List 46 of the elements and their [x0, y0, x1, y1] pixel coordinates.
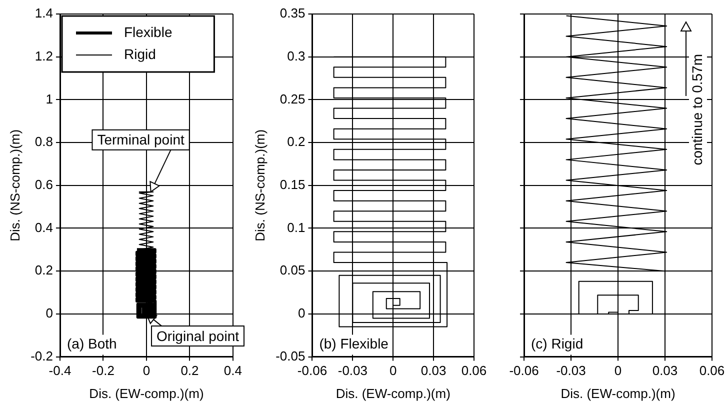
- legend-label: Flexible: [124, 24, 172, 40]
- y-tick-label: 0.2: [287, 134, 306, 150]
- annotation: continue to 0.57m: [688, 54, 705, 166]
- y-axis-title: Dis. (NS-comp.)(m): [7, 129, 22, 242]
- x-tick-label: 0: [614, 363, 622, 378]
- x-tick-label: -0.03: [338, 363, 368, 378]
- y-tick-label: 0.6: [34, 176, 53, 192]
- y-tick-label: 1.2: [34, 48, 53, 64]
- y-tick-label: 0.25: [280, 91, 306, 106]
- y-tick-label: 0.15: [280, 176, 306, 192]
- x-tick-label: -0.4: [48, 363, 72, 378]
- legend-label: Rigid: [124, 46, 156, 62]
- y-tick-label: 1.4: [34, 6, 53, 21]
- x-tick-label: 0: [142, 363, 150, 378]
- x-axis-title: Dis. (EW-comp.)(m): [336, 386, 450, 401]
- x-axis-title: Dis. (EW-comp.)(m): [560, 386, 676, 401]
- annotation: (a) Both: [67, 336, 117, 352]
- annotation: (b) Flexible: [319, 336, 389, 352]
- y-tick-label: 0.2: [34, 262, 53, 278]
- annotation: Terminal point: [97, 132, 184, 148]
- y-axis-title: Dis. (NS-comp.)(m): [252, 129, 268, 242]
- x-axis-title: Dis. (EW-comp.)(m): [89, 386, 204, 401]
- x-tick-label: -0.06: [509, 363, 539, 378]
- x-tick-label: 0.03: [652, 363, 678, 378]
- x-tick-label: -0.2: [92, 363, 114, 378]
- annotation: (c) Rigid: [531, 336, 584, 352]
- y-tick-label: 0.05: [280, 262, 306, 278]
- y-tick-label: 1: [46, 91, 53, 106]
- x-tick-label: -0.06: [297, 363, 328, 378]
- y-tick-label: -0.2: [30, 348, 53, 364]
- y-tick-label: 0.35: [280, 6, 306, 21]
- y-tick-label: 0: [298, 306, 306, 321]
- x-tick-label: 0.2: [180, 363, 199, 378]
- x-tick-label: 0: [390, 363, 397, 378]
- y-tick-label: 0: [46, 306, 53, 321]
- y-tick-label: 0.3: [287, 48, 306, 64]
- x-tick-label: 0.03: [420, 363, 446, 378]
- annotation: Original point: [156, 328, 240, 344]
- x-tick-label: 0.4: [224, 363, 242, 378]
- y-tick-label: 0.8: [34, 134, 53, 150]
- y-tick-label: 0.1: [287, 220, 306, 235]
- y-tick-label: 0.4: [34, 220, 53, 235]
- x-tick-label: -0.03: [556, 363, 586, 378]
- x-tick-label: 0.06: [461, 363, 487, 378]
- x-tick-label: 0.06: [699, 363, 725, 378]
- y-tick-label: -0.05: [276, 348, 306, 364]
